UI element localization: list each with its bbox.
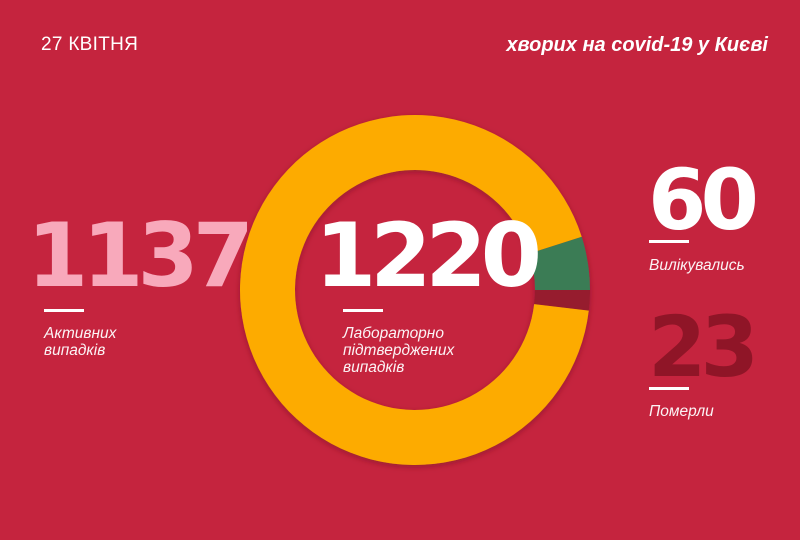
total-divider [343, 309, 383, 312]
recovered-value: 60 [648, 151, 759, 249]
total-cases-label: Лабораторно підтверджених випадків [343, 325, 455, 376]
recovered-divider [649, 240, 689, 243]
active-cases-value: 1137 [27, 204, 254, 307]
chart-title: хворих на covid-19 у Києві [506, 34, 768, 56]
active-cases-label: Активних випадків [44, 325, 117, 359]
deaths-label: Померли [649, 403, 714, 420]
recovered-label: Вилікувались [649, 257, 745, 274]
date-label: 27 КВІТНЯ [41, 34, 139, 55]
deaths-value: 23 [648, 298, 759, 396]
total-cases-value: 1220 [315, 204, 542, 307]
active-segment [239, 114, 589, 465]
recovered-segment [529, 236, 590, 290]
deaths-divider [649, 387, 689, 390]
deaths-segment [534, 290, 590, 311]
active-divider [44, 309, 84, 312]
